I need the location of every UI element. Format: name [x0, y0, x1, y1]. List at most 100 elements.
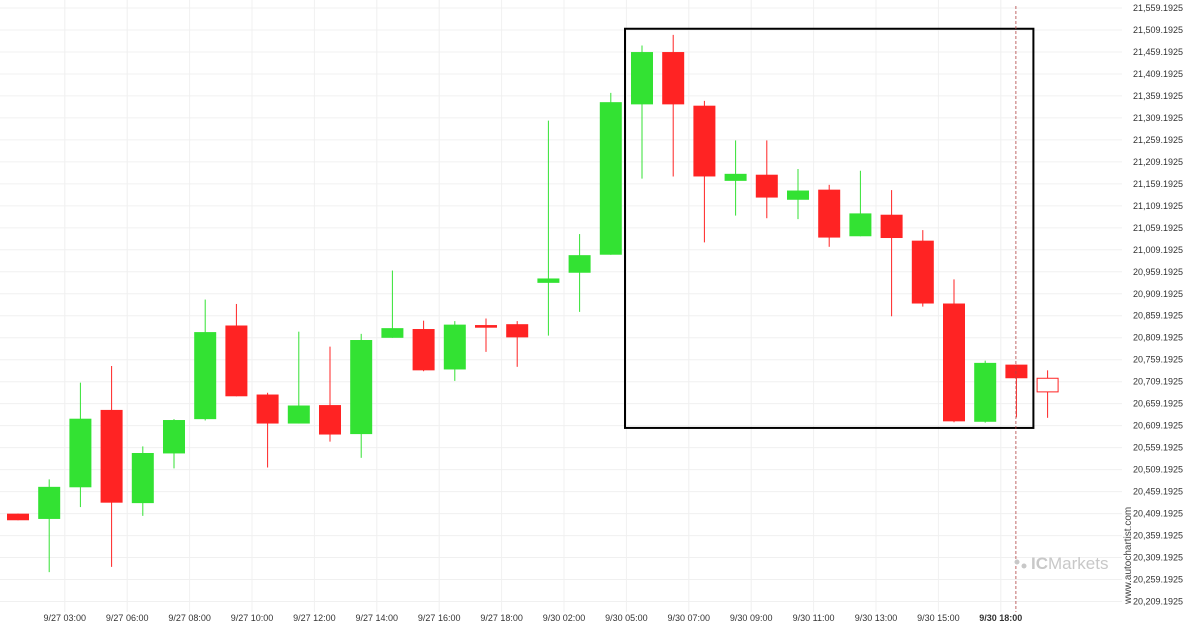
x-tick-label: 9/30 02:00	[543, 613, 586, 623]
candle	[443, 321, 466, 381]
x-tick-label: 9/30 09:00	[730, 613, 773, 623]
candle-body	[194, 332, 217, 420]
y-tick-label: 20,959.1925	[1133, 267, 1183, 277]
y-tick-label: 20,309.1925	[1133, 553, 1183, 563]
candle-body	[225, 325, 248, 397]
candle	[849, 170, 872, 237]
candle	[974, 360, 997, 423]
y-tick-label: 20,559.1925	[1133, 443, 1183, 453]
candle	[381, 270, 404, 338]
candle-body	[880, 214, 903, 239]
candle-body	[724, 173, 747, 181]
candle	[475, 318, 497, 352]
y-tick-label: 20,609.1925	[1133, 421, 1183, 431]
logo-dot-icon	[1014, 559, 1020, 565]
candle-body	[319, 405, 341, 435]
y-tick-label: 21,009.1925	[1133, 245, 1183, 255]
candle	[38, 479, 61, 573]
x-tick-label: 9/30 07:00	[668, 613, 711, 623]
candle	[1005, 364, 1028, 418]
y-tick-label: 21,109.1925	[1133, 201, 1183, 211]
y-tick-label: 20,809.1925	[1133, 333, 1183, 343]
pattern-box-layer	[624, 27, 1035, 429]
y-tick-label: 21,459.1925	[1133, 47, 1183, 57]
y-tick-label: 20,859.1925	[1133, 311, 1183, 321]
y-tick-label: 21,409.1925	[1133, 69, 1183, 79]
candle-body	[787, 190, 809, 200]
candle-body	[1005, 364, 1028, 379]
candle	[568, 234, 591, 312]
y-tick-label: 20,909.1925	[1133, 289, 1183, 299]
candle-body	[38, 486, 61, 519]
x-tick-label: 9/27 18:00	[480, 613, 523, 623]
x-tick-label: 9/30 15:00	[917, 613, 960, 623]
candle	[319, 346, 341, 442]
x-tick-label: 9/30 18:00	[979, 613, 1022, 623]
candle-body	[100, 409, 123, 503]
candle-body	[475, 325, 497, 328]
candle	[100, 365, 123, 567]
candle	[818, 184, 841, 247]
candle	[1036, 370, 1059, 418]
candles	[7, 34, 1059, 573]
candle-body	[818, 189, 841, 238]
candle	[194, 299, 217, 421]
x-axis: 9/27 03:00 9/27 06:00 9/27 08:00 9/27 10:00…	[44, 613, 1023, 623]
candle	[943, 279, 965, 423]
candle	[724, 140, 747, 216]
candle	[7, 513, 29, 521]
candle-body	[755, 174, 778, 198]
candle	[537, 120, 560, 336]
y-tick-label: 21,159.1925	[1133, 179, 1183, 189]
logo-dot-icon	[1021, 563, 1027, 569]
candle-body	[381, 328, 404, 338]
candle	[880, 190, 903, 317]
y-tick-label: 20,259.1925	[1133, 575, 1183, 585]
y-tick-label: 20,409.1925	[1133, 509, 1183, 519]
candle	[693, 100, 716, 243]
x-tick-label: 9/30 11:00	[793, 613, 835, 623]
candle	[755, 140, 778, 219]
candle	[506, 321, 529, 367]
candle-body	[568, 255, 591, 273]
candle-body	[350, 340, 373, 435]
candle-body	[131, 452, 154, 504]
x-tick-label: 9/27 06:00	[106, 613, 149, 623]
candle-body	[943, 303, 965, 422]
y-tick-label: 20,359.1925	[1133, 531, 1183, 541]
candle-body	[287, 405, 310, 424]
x-tick-label: 9/27 16:00	[418, 613, 461, 623]
y-tick-label: 21,059.1925	[1133, 223, 1183, 233]
candle-body	[1036, 377, 1059, 393]
candle-body	[911, 240, 934, 304]
x-tick-label: 9/27 12:00	[293, 613, 336, 623]
candle	[131, 446, 154, 516]
candle	[787, 168, 809, 220]
candle-body	[662, 52, 685, 105]
candle-body	[599, 102, 622, 255]
candle-body	[7, 513, 29, 521]
candle	[256, 392, 279, 468]
x-tick-label: 9/27 03:00	[44, 613, 87, 623]
y-tick-label: 21,209.1925	[1133, 157, 1183, 167]
candle-body	[974, 362, 997, 422]
x-tick-label: 9/27 10:00	[231, 613, 274, 623]
candle-body	[256, 394, 279, 424]
y-tick-label: 20,209.1925	[1133, 597, 1183, 607]
x-tick-label: 9/30 13:00	[855, 613, 898, 623]
watermark-side-text: www.autochartist.com	[1123, 507, 1134, 605]
y-tick-label: 21,259.1925	[1133, 135, 1183, 145]
svg-text:ICMarkets: ICMarkets	[1031, 554, 1108, 573]
candle	[69, 382, 92, 508]
y-tick-label: 20,659.1925	[1133, 399, 1183, 409]
watermark: www.autochartist.com ICMarkets	[1014, 507, 1134, 605]
y-tick-label: 20,709.1925	[1133, 377, 1183, 387]
candle-body	[631, 52, 653, 105]
candle-body	[506, 324, 529, 338]
y-tick-label: 21,359.1925	[1133, 91, 1183, 101]
x-tick-label: 9/27 08:00	[168, 613, 211, 623]
y-tick-label: 21,559.1925	[1133, 3, 1183, 13]
candle-body	[163, 420, 185, 454]
